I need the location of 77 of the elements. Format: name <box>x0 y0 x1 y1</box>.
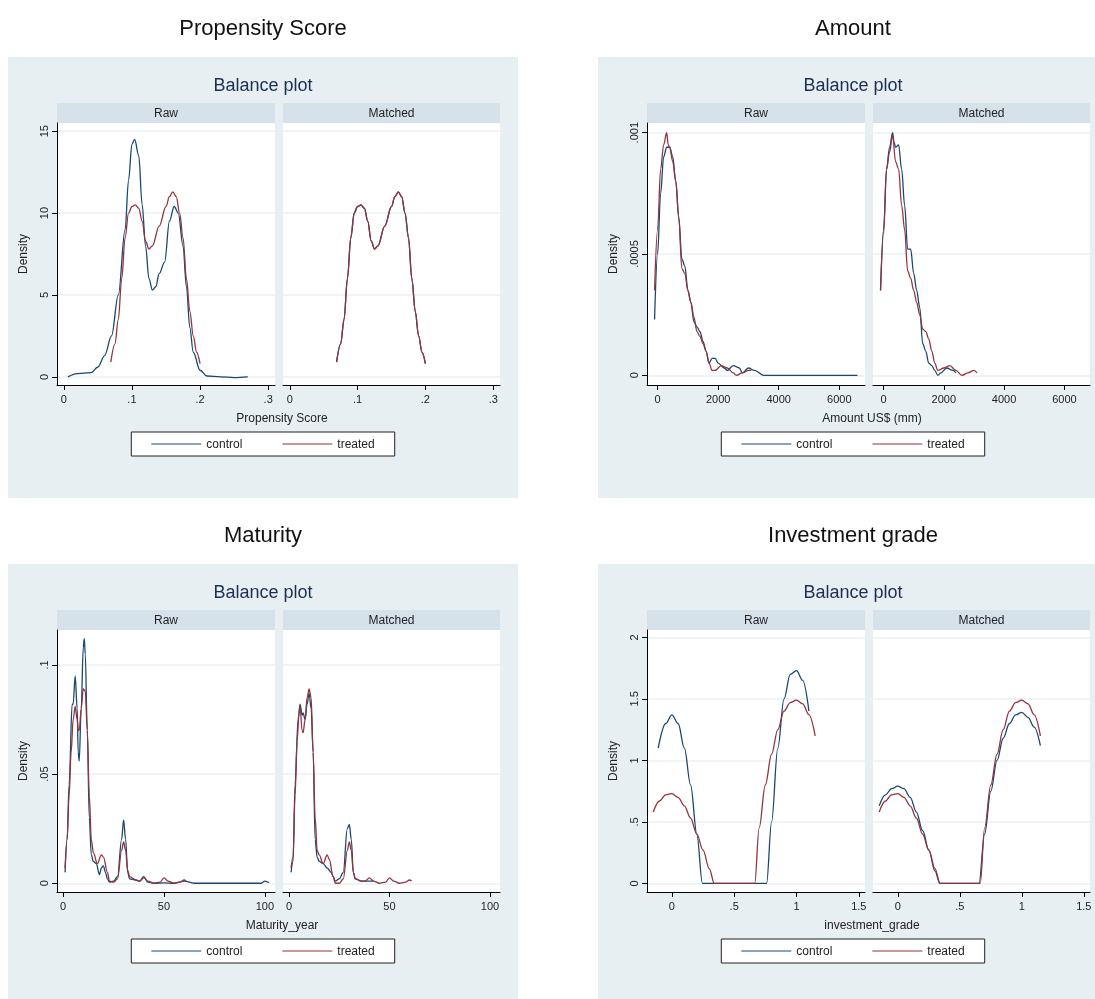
y-tick-label: 0 <box>627 880 640 887</box>
x-axis-title: Amount US$ (mm) <box>822 411 922 425</box>
chart-title: Raw <box>153 106 179 120</box>
chart-title: Matched <box>958 613 1005 627</box>
legend-label: treated <box>927 437 965 451</box>
text: Balance plot <box>213 582 313 602</box>
x-tick-label: 100 <box>480 899 500 912</box>
y-tick-label: 1.5 <box>627 691 640 707</box>
x-tick-label: 0 <box>286 392 293 405</box>
text: Propensity Score <box>179 14 347 40</box>
x-axis-title: Propensity Score <box>236 411 329 425</box>
y-tick-label: .05 <box>37 766 50 782</box>
x-tick-label: 0 <box>285 899 293 912</box>
legend-label: control <box>796 944 833 958</box>
legend-label: treated <box>337 437 375 451</box>
y-tick-label: 0 <box>627 372 640 379</box>
x-tick-label: 0 <box>59 899 67 912</box>
chart-title: Raw <box>743 106 769 120</box>
x-tick-label: 0 <box>880 392 887 405</box>
text: Balance plot <box>213 75 313 95</box>
y-tick-label: .001 <box>627 121 640 144</box>
chart-title: Raw <box>153 613 179 627</box>
x-tick-label: 50 <box>383 899 396 912</box>
legend-label: control <box>206 944 243 958</box>
x-tick-label: 1.5 <box>851 899 867 912</box>
chart-title: Raw <box>743 613 769 627</box>
x-tick-label: .5 <box>955 899 965 912</box>
x-axis-title: investment_grade <box>824 918 921 932</box>
text: Amount <box>815 14 891 40</box>
text: Investment grade <box>768 521 938 547</box>
y-tick-label: 1 <box>627 757 640 764</box>
y-tick-label: .5 <box>627 817 640 827</box>
x-tick-label: 4000 <box>991 392 1017 405</box>
y-axis-title: Density <box>16 740 30 782</box>
x-tick-label: 4000 <box>766 392 791 405</box>
x-tick-label: 100 <box>255 899 275 912</box>
x-tick-label: 6000 <box>1052 392 1077 405</box>
x-tick-label: 6000 <box>827 392 852 405</box>
x-tick-label: 0 <box>894 899 901 912</box>
legend-label: treated <box>927 944 965 958</box>
x-tick-label: .3 <box>263 392 273 405</box>
x-tick-label: 0 <box>654 392 661 405</box>
x-tick-label: 0 <box>668 899 675 912</box>
y-tick-label: 2 <box>627 634 640 641</box>
legend-label: control <box>206 437 243 451</box>
y-tick-label: .1 <box>37 660 50 670</box>
legend-label: treated <box>337 944 375 958</box>
y-axis-title: Density <box>16 233 30 275</box>
x-tick-label: 2000 <box>931 392 957 405</box>
x-tick-label: 1 <box>793 899 800 912</box>
x-tick-label: .5 <box>729 899 739 912</box>
chart-title: Matched <box>368 106 415 120</box>
y-tick-label: 5 <box>37 291 50 298</box>
x-tick-label: .2 <box>420 392 430 405</box>
x-tick-label: 1 <box>1018 899 1025 912</box>
x-tick-label: 1.5 <box>1076 899 1092 912</box>
y-tick-label: 10 <box>37 206 50 220</box>
x-tick-label: 50 <box>157 899 171 912</box>
chart-title: Matched <box>368 613 415 627</box>
y-tick-label: .0005 <box>627 240 640 268</box>
y-axis-title: Density <box>606 740 620 782</box>
x-tick-label: 2000 <box>705 392 731 405</box>
y-tick-label: 0 <box>37 880 50 887</box>
x-tick-label: .2 <box>195 392 205 405</box>
x-tick-label: .3 <box>488 392 498 405</box>
text: Balance plot <box>803 75 903 95</box>
x-tick-label: .1 <box>353 392 363 405</box>
x-axis-title: Maturity_year <box>245 918 319 932</box>
y-tick-label: 0 <box>37 373 50 380</box>
x-tick-label: .1 <box>127 392 137 405</box>
x-tick-label: 0 <box>60 392 67 405</box>
y-axis-title: Density <box>606 233 620 275</box>
text: Balance plot <box>803 582 903 602</box>
legend-label: control <box>796 437 833 451</box>
text: Maturity <box>223 521 303 547</box>
chart-title: Matched <box>958 106 1005 120</box>
y-tick-label: 15 <box>37 125 50 138</box>
